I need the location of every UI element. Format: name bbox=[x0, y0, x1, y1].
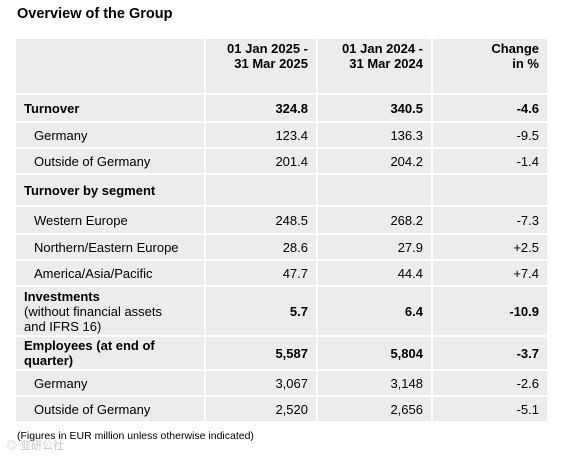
value-2025: 5,587 bbox=[206, 337, 318, 371]
empty-cell bbox=[433, 175, 547, 207]
value-change: -1.4 bbox=[433, 149, 547, 175]
value-change: -2.6 bbox=[433, 371, 547, 397]
value-change: +7.4 bbox=[433, 261, 547, 287]
table-row-turnover-outside-germany: Outside of Germany 201.4 204.2 -1.4 bbox=[16, 149, 547, 175]
row-label: Turnover bbox=[16, 95, 206, 123]
value-2024: 340.5 bbox=[318, 95, 433, 123]
row-label: Employees (at end of quarter) bbox=[16, 337, 206, 371]
value-2024: 44.4 bbox=[318, 261, 433, 287]
value-2024: 2,656 bbox=[318, 397, 433, 423]
value-2025: 28.6 bbox=[206, 235, 318, 261]
empty-cell bbox=[318, 175, 433, 207]
empty-cell bbox=[206, 175, 318, 207]
value-2024: 204.2 bbox=[318, 149, 433, 175]
table-row-segment-heading: Turnover by segment bbox=[16, 175, 547, 207]
row-label: Investments (without financial assets and … bbox=[16, 287, 206, 337]
table-row-turnover: Turnover 324.8 340.5 -4.6 bbox=[16, 95, 547, 123]
value-2025: 2,520 bbox=[206, 397, 318, 423]
row-label: America/Asia/Pacific bbox=[16, 261, 206, 287]
table-row-america-asia-pacific: America/Asia/Pacific 47.7 44.4 +7.4 bbox=[16, 261, 547, 287]
value-2025: 324.8 bbox=[206, 95, 318, 123]
value-2025: 3,067 bbox=[206, 371, 318, 397]
table-row-employees-outside-germany: Outside of Germany 2,520 2,656 -5.1 bbox=[16, 397, 547, 423]
table-row-northern-eastern-europe: Northern/Eastern Europe 28.6 27.9 +2.5 bbox=[16, 235, 547, 261]
row-label: Outside of Germany bbox=[16, 149, 206, 175]
table-row-employees-germany: Germany 3,067 3,148 -2.6 bbox=[16, 371, 547, 397]
table-row-employees: Employees (at end of quarter) 5,587 5,804… bbox=[16, 337, 547, 371]
value-2025: 201.4 bbox=[206, 149, 318, 175]
value-2024: 268.2 bbox=[318, 207, 433, 235]
table-header-row: 01 Jan 2025 -31 Mar 2025 01 Jan 2024 -31… bbox=[16, 39, 547, 95]
overview-table: 01 Jan 2025 -31 Mar 2025 01 Jan 2024 -31… bbox=[16, 39, 547, 423]
header-change: Change in % bbox=[433, 39, 547, 95]
value-change: -4.6 bbox=[433, 95, 547, 123]
row-label: Northern/Eastern Europe bbox=[16, 235, 206, 261]
value-change: -7.3 bbox=[433, 207, 547, 235]
value-2024: 136.3 bbox=[318, 123, 433, 149]
table-row-investments: Investments (without financial assets and … bbox=[16, 287, 547, 337]
row-label: Outside of Germany bbox=[16, 397, 206, 423]
row-label: Germany bbox=[16, 123, 206, 149]
value-2024: 3,148 bbox=[318, 371, 433, 397]
value-2025: 47.7 bbox=[206, 261, 318, 287]
header-period-2025: 01 Jan 2025 -31 Mar 2025 bbox=[206, 39, 318, 95]
value-change: -10.9 bbox=[433, 287, 547, 337]
value-2025: 123.4 bbox=[206, 123, 318, 149]
row-label: Western Europe bbox=[16, 207, 206, 235]
value-change: +2.5 bbox=[433, 235, 547, 261]
value-change: -5.1 bbox=[433, 397, 547, 423]
table-row-western-europe: Western Europe 248.5 268.2 -7.3 bbox=[16, 207, 547, 235]
watermark-logo: ◎ 韭研公社 bbox=[6, 440, 65, 452]
row-label: Turnover by segment bbox=[16, 175, 206, 207]
value-2024: 5,804 bbox=[318, 337, 433, 371]
table-row-turnover-germany: Germany 123.4 136.3 -9.5 bbox=[16, 123, 547, 149]
value-2024: 27.9 bbox=[318, 235, 433, 261]
value-2025: 5.7 bbox=[206, 287, 318, 337]
header-blank-cell bbox=[16, 39, 206, 95]
value-change: -9.5 bbox=[433, 123, 547, 149]
value-2024: 6.4 bbox=[318, 287, 433, 337]
footnote: (Figures in EUR million unless otherwise… bbox=[17, 430, 254, 442]
value-change: -3.7 bbox=[433, 337, 547, 371]
page-title: Overview of the Group bbox=[17, 6, 173, 22]
header-period-2024: 01 Jan 2024 -31 Mar 2024 bbox=[318, 39, 433, 95]
row-label: Germany bbox=[16, 371, 206, 397]
value-2025: 248.5 bbox=[206, 207, 318, 235]
